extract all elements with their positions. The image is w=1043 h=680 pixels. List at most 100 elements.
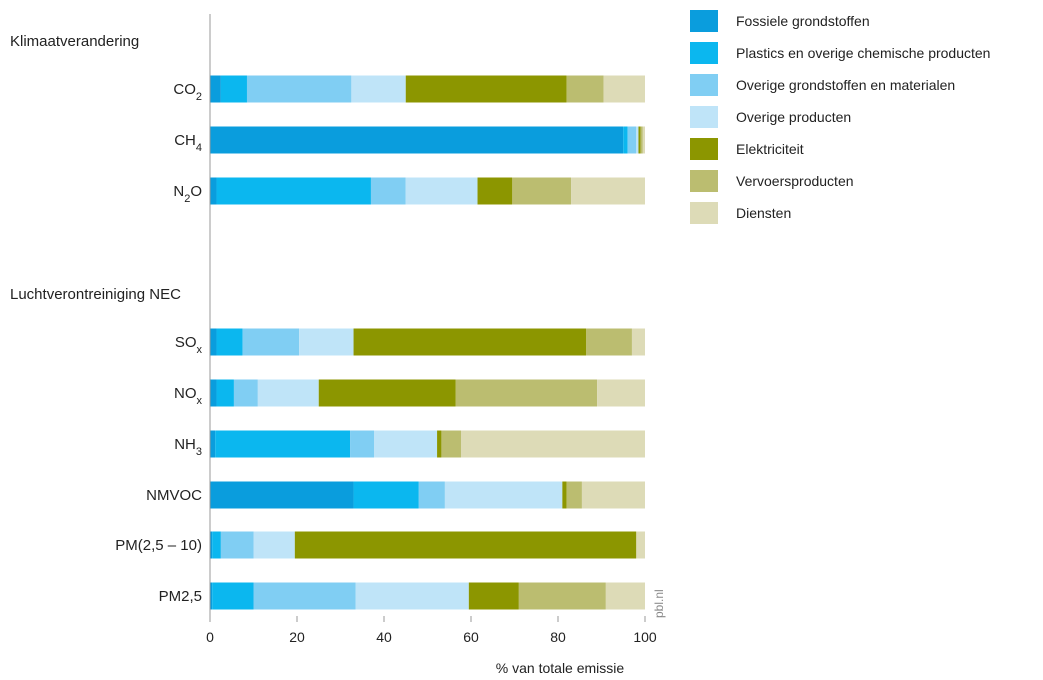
category-label: PM2,5 — [159, 588, 202, 605]
bar-segment — [597, 379, 645, 407]
bar-segment — [518, 582, 606, 610]
bar-segment — [586, 328, 632, 356]
bar-segment — [318, 379, 456, 407]
bar-segment — [603, 75, 645, 103]
category-label-base: CO — [173, 81, 196, 98]
category-label: NH3 — [174, 436, 202, 458]
x-tick-label: 80 — [550, 629, 566, 645]
legend-label: Overige producten — [736, 109, 851, 125]
category-label-base: PM2,5 — [159, 588, 202, 605]
category-label-base: SO — [175, 334, 197, 351]
bar-segment — [246, 75, 352, 103]
bar-segment — [210, 430, 216, 458]
bar-segment — [640, 126, 643, 154]
category-label-subscript: x — [197, 344, 203, 356]
x-axis-title: % van totale emissie — [496, 660, 625, 676]
bar-segment — [294, 531, 637, 559]
legend-swatch — [690, 10, 718, 32]
x-tick-label: 100 — [633, 629, 657, 645]
bar-segment — [355, 582, 469, 610]
bar-segment — [581, 481, 645, 509]
category-label: SOx — [175, 334, 203, 356]
legend-swatch — [690, 138, 718, 160]
category-label-suffix: O — [190, 183, 202, 200]
category-label-base: N — [173, 183, 184, 200]
bar-segment — [468, 582, 519, 610]
bar-segment — [253, 531, 295, 559]
bar-segment — [350, 430, 374, 458]
legend-swatch — [690, 42, 718, 64]
bar-segment — [210, 328, 217, 356]
category-label: NOx — [174, 385, 203, 407]
bar-segment — [212, 582, 254, 610]
bar-segment — [405, 75, 567, 103]
bar-segment — [253, 582, 356, 610]
bar-segment — [373, 430, 438, 458]
legend-label: Elektriciteit — [736, 141, 804, 157]
category-label-base: CH — [174, 132, 196, 149]
legend-label: Fossiele grondstoffen — [736, 13, 870, 29]
bar-segment — [642, 126, 645, 154]
bar-segment — [437, 430, 442, 458]
bar-segment — [220, 531, 254, 559]
bar-segment — [455, 379, 598, 407]
legend-label: Diensten — [736, 205, 791, 221]
bar-segment — [353, 328, 587, 356]
bar-segment — [636, 126, 639, 154]
category-label-subscript: 2 — [196, 91, 202, 103]
x-axis-ticks: 0 20 40 60 80 100 — [206, 616, 657, 645]
bar-segment — [216, 177, 371, 205]
bar-segment — [299, 328, 354, 356]
bar-segment — [477, 177, 513, 205]
legend-swatch — [690, 74, 718, 96]
bar-segment — [566, 481, 582, 509]
group-labels: Klimaatverandering Luchtverontreiniging N… — [10, 33, 181, 303]
category-label-base: PM(2,5 – 10) — [115, 537, 202, 554]
bar-segment — [210, 481, 354, 509]
group-label: Luchtverontreiniging NEC — [10, 286, 181, 303]
legend-label: Plastics en overige chemische producten — [736, 45, 990, 61]
x-tick-label: 40 — [376, 629, 392, 645]
legend-swatch — [690, 106, 718, 128]
bar-segment — [233, 379, 258, 407]
category-label-subscript: 3 — [196, 446, 202, 458]
bar-segment — [210, 531, 213, 559]
bar-segment — [257, 379, 319, 407]
bar-segment — [627, 126, 637, 154]
bar-segment — [351, 75, 406, 103]
legend-label: Overige grondstoffen en materialen — [736, 77, 955, 93]
x-tick-label: 60 — [463, 629, 479, 645]
category-label: NMVOC — [146, 487, 202, 504]
x-tick-label: 0 — [206, 629, 214, 645]
category-label-base: NH — [174, 436, 196, 453]
bar-segment — [460, 430, 645, 458]
bar-segment — [220, 75, 247, 103]
category-label: CO2 — [173, 81, 202, 103]
bar-segment — [441, 430, 461, 458]
bar-segment — [562, 481, 567, 509]
category-label-base: NO — [174, 385, 197, 402]
category-label: N2O — [173, 183, 202, 205]
bar-segment — [405, 177, 478, 205]
bar-segment — [210, 177, 217, 205]
bar-segment — [636, 531, 645, 559]
bars — [210, 75, 645, 610]
bar-segment — [605, 582, 645, 610]
bar-segment — [566, 75, 604, 103]
legend: Fossiele grondstoffen Plastics en overige… — [690, 10, 990, 224]
category-label-subscript: 4 — [196, 142, 202, 154]
bar-segment — [353, 481, 419, 509]
legend-swatch — [690, 202, 718, 224]
bar-segment — [210, 75, 221, 103]
bar-segment — [571, 177, 645, 205]
bar-segment — [216, 379, 234, 407]
category-label: PM(2,5 – 10) — [115, 537, 202, 554]
category-label-subscript: 2 — [184, 193, 190, 205]
x-tick-label: 20 — [289, 629, 305, 645]
bar-segment — [210, 379, 217, 407]
bar-segment — [444, 481, 563, 509]
bar-segment — [212, 531, 221, 559]
category-label: CH4 — [174, 132, 202, 154]
bar-segment — [418, 481, 445, 509]
bar-segment — [370, 177, 406, 205]
